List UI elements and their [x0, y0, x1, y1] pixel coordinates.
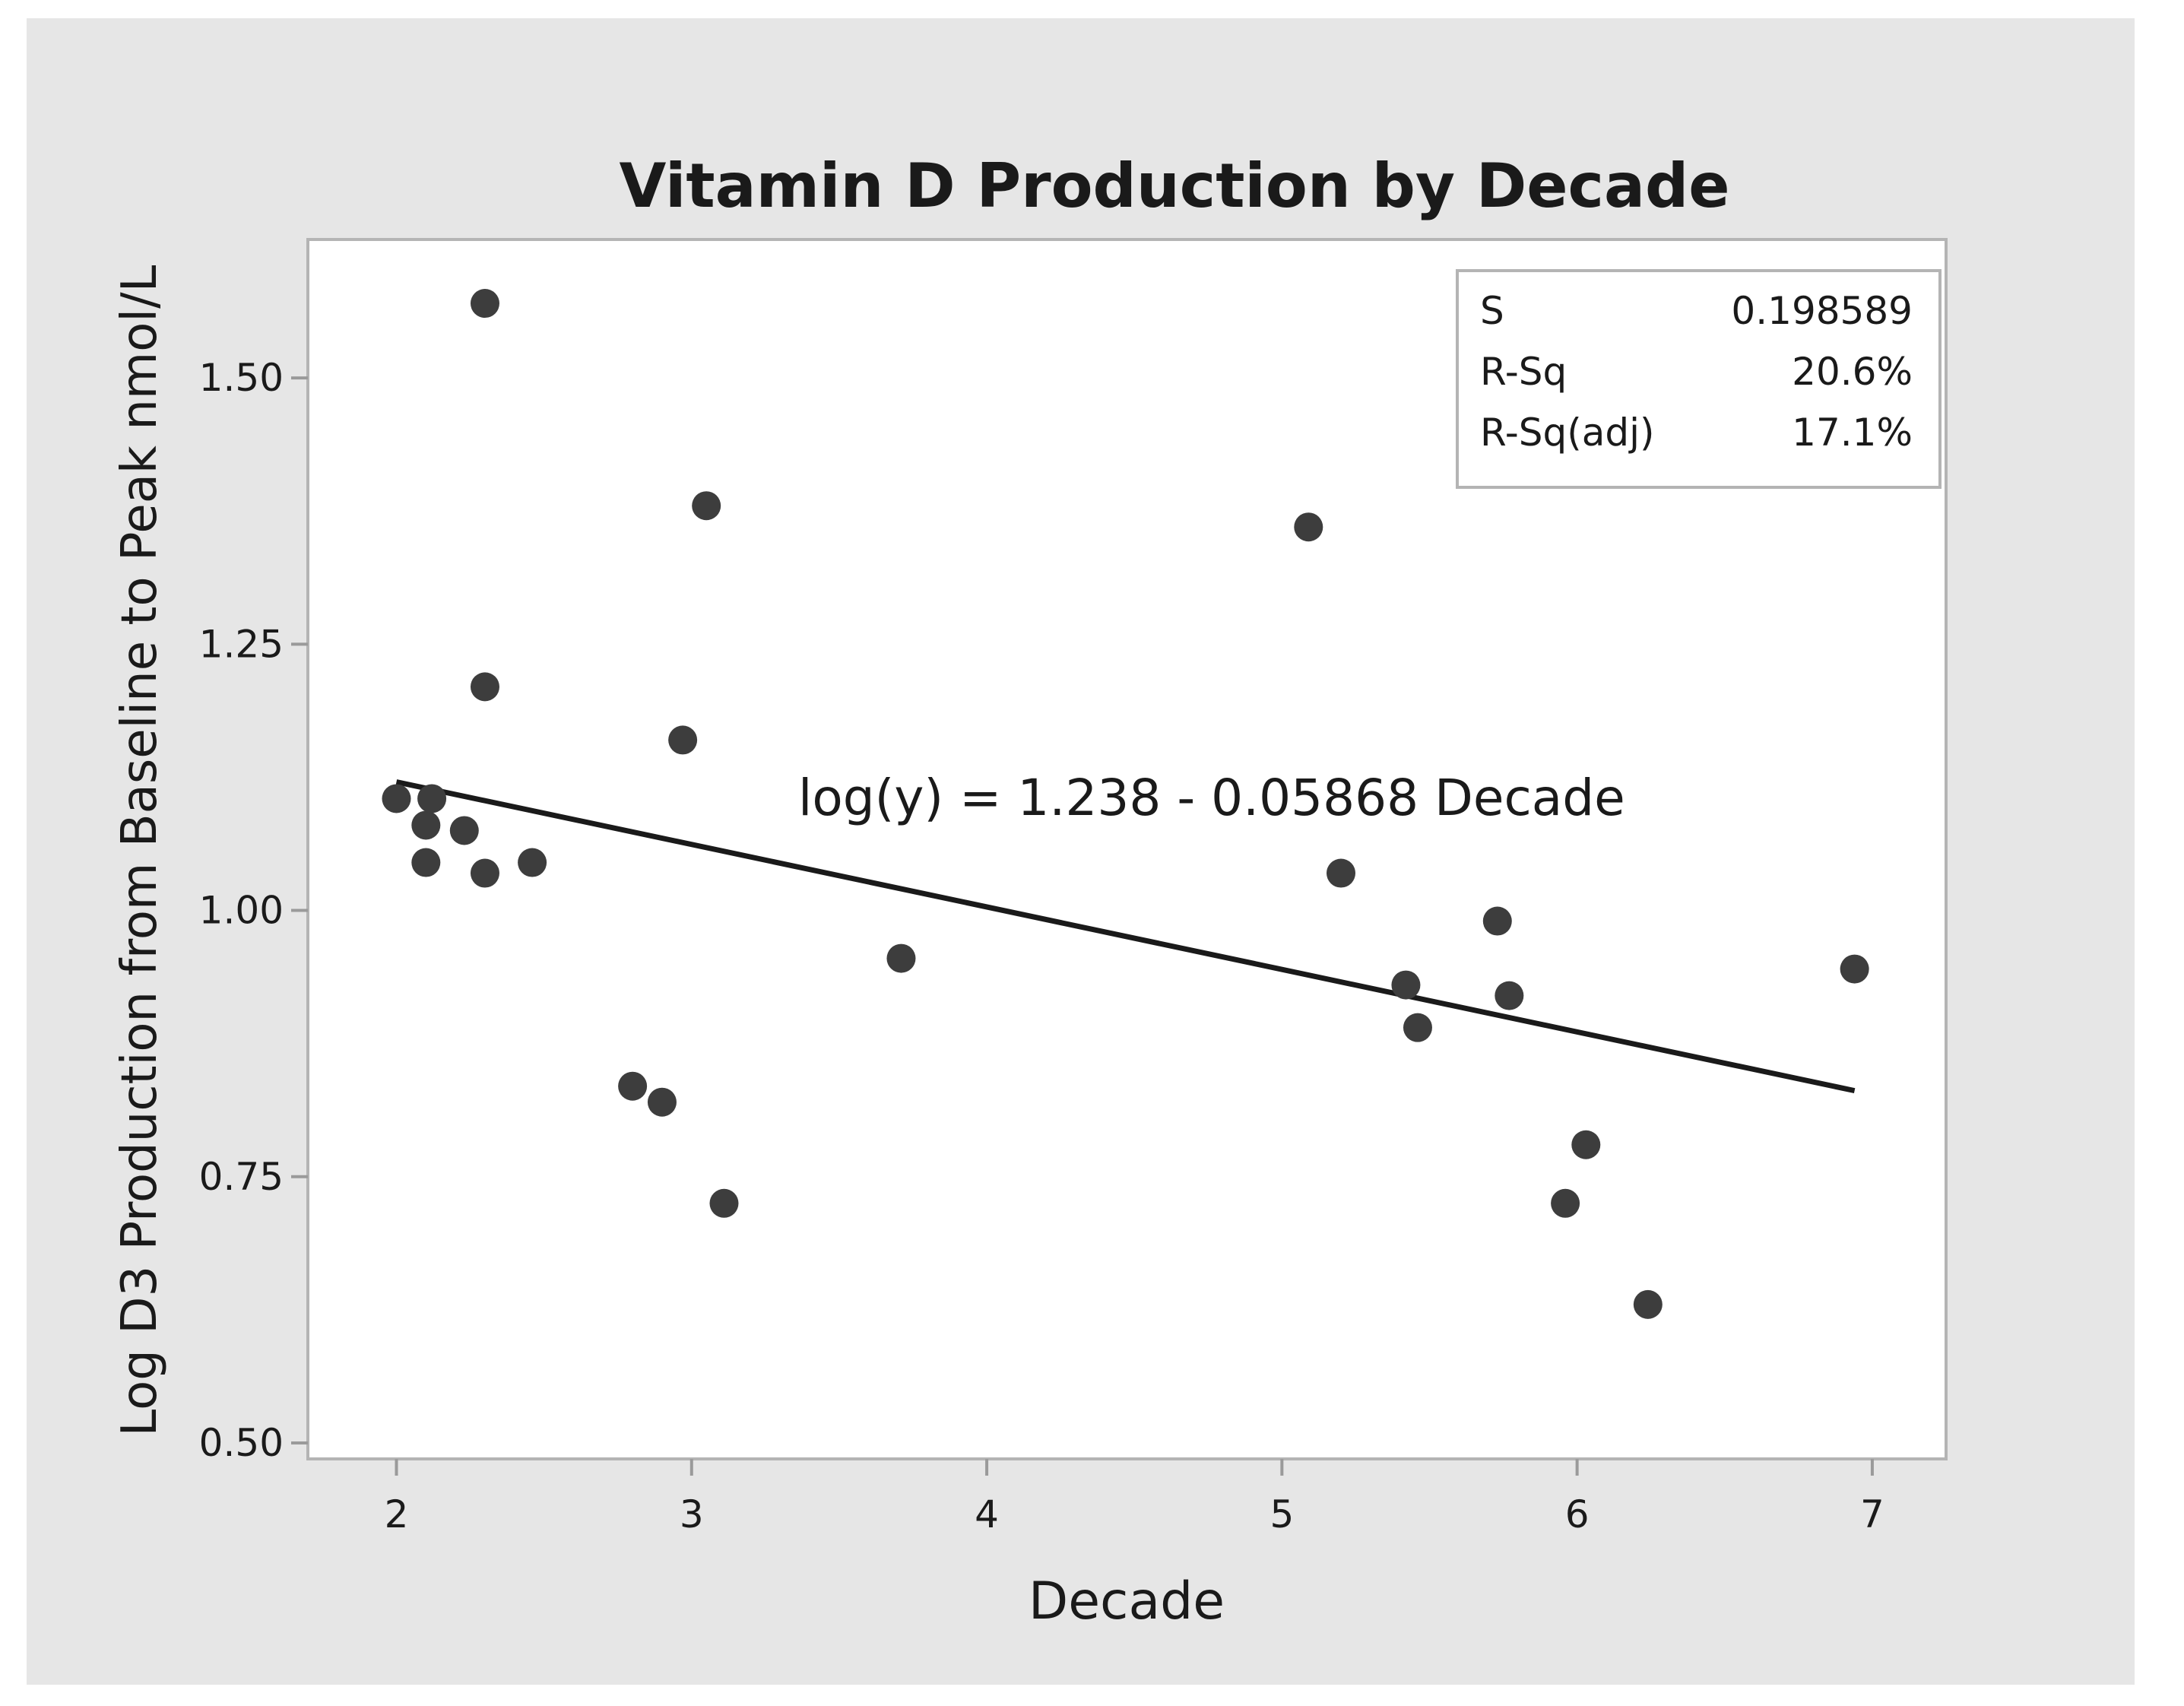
x-tick-label: 3 — [680, 1492, 704, 1536]
y-tick-label: 1.00 — [199, 889, 284, 933]
regression-line — [395, 779, 1856, 1094]
data-point — [417, 784, 447, 813]
data-point — [411, 810, 441, 840]
data-point — [647, 1087, 677, 1117]
stats-box: S 0.198589 R-Sq 20.6% R-Sq(adj) 17.1% — [1456, 269, 1942, 489]
data-point — [1327, 858, 1356, 888]
x-tick-label: 5 — [1270, 1492, 1294, 1536]
y-tick-label: 1.25 — [199, 622, 284, 666]
stats-label-s: S — [1480, 289, 1504, 333]
data-point — [1551, 1188, 1580, 1218]
data-point — [470, 289, 499, 319]
y-axis-ticks: 0.50 0.75 1.00 1.25 1.50 — [199, 356, 308, 1465]
data-point — [692, 491, 721, 521]
x-tick-label: 2 — [385, 1492, 409, 1536]
regression-line-path — [395, 779, 1856, 1094]
x-axis-ticks: 2 3 4 5 6 7 — [385, 1459, 1884, 1536]
scatter-chart: Vitamin D Production by Decade 2 3 4 5 6 7 0.… — [112, 151, 1948, 1631]
stats-label-rsq-adj: R-Sq(adj) — [1480, 411, 1655, 455]
x-tick-label: 7 — [1860, 1492, 1884, 1536]
regression-equation: log(y) = 1.238 - 0.05868 Decade — [798, 769, 1625, 827]
stats-value-rsq-adj: 17.1% — [1792, 411, 1913, 455]
y-tick-label: 0.75 — [199, 1155, 284, 1199]
chart-frame: Vitamin D Production by Decade 2 3 4 5 6 7 0.… — [27, 18, 2135, 1685]
stats-value-s: 0.198589 — [1731, 289, 1913, 333]
data-point — [886, 943, 916, 973]
data-point — [382, 784, 411, 813]
x-axis-label: Decade — [1029, 1571, 1225, 1631]
data-point — [1294, 512, 1323, 542]
data-point — [709, 1188, 739, 1218]
data-point — [470, 672, 499, 702]
data-point — [470, 858, 499, 888]
x-tick-label: 4 — [975, 1492, 999, 1536]
y-axis-label: Log D3 Production from Baseline to Peak … — [112, 265, 168, 1436]
data-point — [518, 848, 547, 877]
data-point — [1403, 1013, 1432, 1042]
data-point — [668, 725, 698, 755]
x-tick-label: 6 — [1565, 1492, 1590, 1536]
data-point — [1571, 1130, 1601, 1159]
data-point — [618, 1071, 648, 1101]
data-point — [1482, 906, 1512, 936]
data-point — [1391, 970, 1421, 1000]
stats-box-frame — [1456, 269, 1942, 489]
stats-label-rsq: R-Sq — [1480, 350, 1567, 394]
data-point — [449, 816, 479, 845]
data-point — [1495, 981, 1524, 1010]
stats-value-rsq: 20.6% — [1792, 350, 1913, 394]
chart-title: Vitamin D Production by Decade — [620, 151, 1730, 221]
data-point — [1840, 954, 1869, 984]
y-tick-label: 1.50 — [199, 356, 284, 400]
data-point — [1633, 1289, 1663, 1319]
data-point — [411, 848, 441, 877]
data-points — [382, 289, 1869, 1319]
y-tick-label: 0.50 — [199, 1421, 284, 1465]
